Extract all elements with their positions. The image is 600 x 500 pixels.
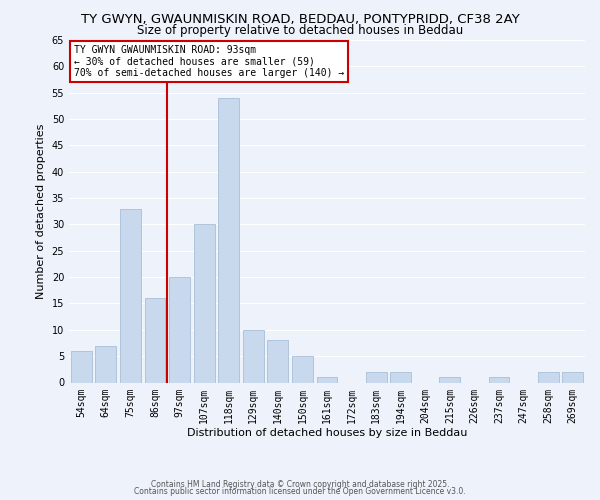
Bar xyxy=(488,377,509,382)
Bar xyxy=(169,277,190,382)
Bar xyxy=(120,208,141,382)
Bar xyxy=(218,98,239,382)
Bar xyxy=(317,377,337,382)
Bar xyxy=(243,330,264,382)
Bar xyxy=(145,298,166,382)
Text: TY GWYN GWAUNMISKIN ROAD: 93sqm
← 30% of detached houses are smaller (59)
70% of: TY GWYN GWAUNMISKIN ROAD: 93sqm ← 30% of… xyxy=(74,45,344,78)
Bar xyxy=(268,340,289,382)
Bar xyxy=(538,372,559,382)
Text: TY GWYN, GWAUNMISKIN ROAD, BEDDAU, PONTYPRIDD, CF38 2AY: TY GWYN, GWAUNMISKIN ROAD, BEDDAU, PONTY… xyxy=(80,12,520,26)
Bar xyxy=(95,346,116,383)
X-axis label: Distribution of detached houses by size in Beddau: Distribution of detached houses by size … xyxy=(187,428,467,438)
Text: Contains public sector information licensed under the Open Government Licence v3: Contains public sector information licen… xyxy=(134,488,466,496)
Text: Size of property relative to detached houses in Beddau: Size of property relative to detached ho… xyxy=(137,24,463,37)
Bar xyxy=(292,356,313,382)
Bar xyxy=(365,372,386,382)
Text: Contains HM Land Registry data © Crown copyright and database right 2025.: Contains HM Land Registry data © Crown c… xyxy=(151,480,449,489)
Bar xyxy=(390,372,411,382)
Bar xyxy=(194,224,215,382)
Y-axis label: Number of detached properties: Number of detached properties xyxy=(36,124,46,299)
Bar xyxy=(71,351,92,382)
Bar xyxy=(562,372,583,382)
Bar xyxy=(439,377,460,382)
